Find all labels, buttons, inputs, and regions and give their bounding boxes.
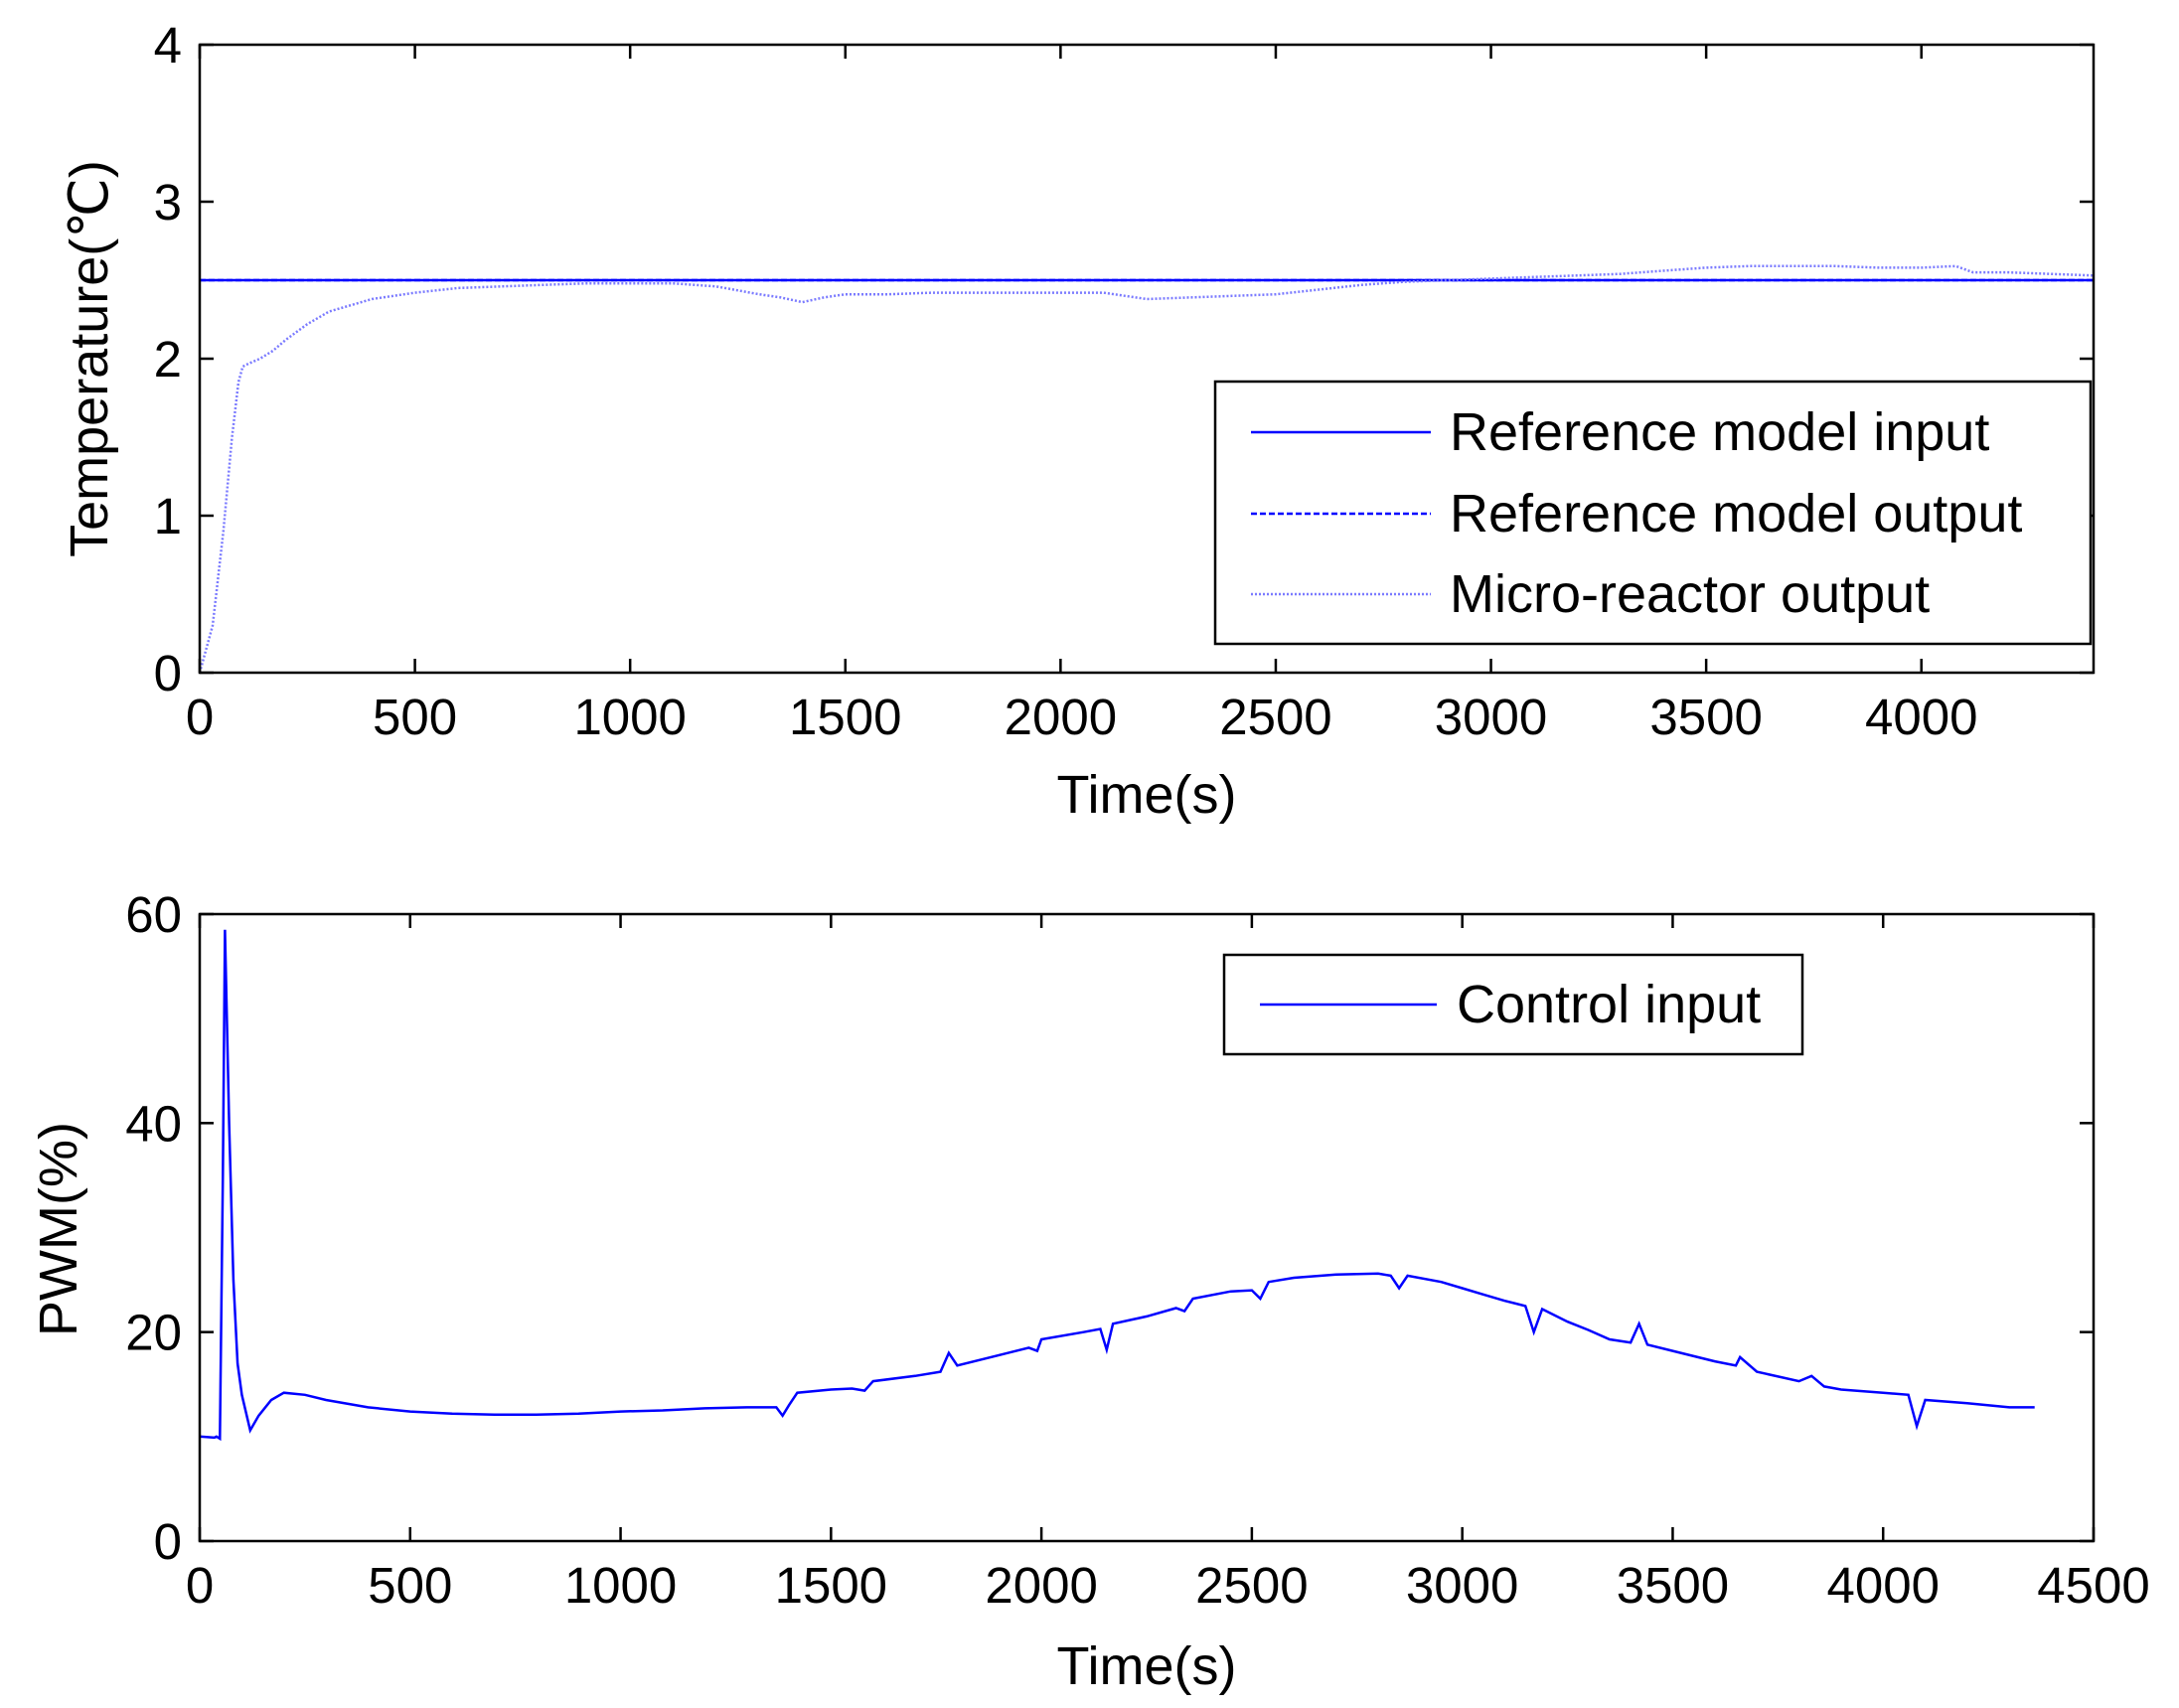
pwm-plot-frame	[198, 912, 2096, 1543]
pwm-y-axis-label: PWM(%)	[29, 1122, 88, 1336]
pwm-x-ticks: 0 500 1000 1500 2000 2500 3000 3500 4000 4500	[186, 914, 2150, 1614]
pwm-series-layer	[199, 929, 2035, 1442]
legend-label-micro-reactor-output: Micro-reactor output	[1450, 564, 1930, 624]
temperature-x-tick-label: 3000	[1435, 689, 1547, 745]
temperature-y-tick-label: 1	[154, 488, 182, 544]
temperature-x-tick-label: 1500	[789, 689, 901, 745]
pwm-x-tick-label: 3500	[1617, 1557, 1729, 1614]
temperature-x-tick-label: 2500	[1219, 689, 1331, 745]
temperature-x-tick-label: 3500	[1649, 689, 1762, 745]
pwm-x-tick-label: 0	[186, 1557, 214, 1614]
temperature-y-tick-label: 3	[154, 174, 182, 231]
pwm-y-tick-label: 20	[125, 1305, 182, 1361]
temperature-y-tick-label: 0	[154, 645, 182, 701]
legend-label-reference-input: Reference model input	[1450, 402, 1989, 462]
pwm-y-ticks: 0 20 40 60	[125, 886, 2094, 1570]
pwm-legend: Control input	[1222, 953, 1804, 1056]
pwm-x-tick-label: 500	[368, 1557, 452, 1614]
temperature-x-axis-label: Time(s)	[1057, 765, 1237, 825]
temperature-y-tick-label: 2	[154, 331, 182, 388]
legend-label-control-input: Control input	[1457, 975, 1761, 1034]
temperature-x-tick-label: 1000	[573, 689, 686, 745]
micro-reactor-output-line	[198, 264, 2095, 674]
temperature-legend: Reference model input Reference model ou…	[1213, 380, 2093, 646]
control-input-line	[199, 929, 2035, 1442]
temperature-series-layer	[198, 264, 2095, 674]
pwm-x-tick-label: 2500	[1195, 1557, 1308, 1614]
temperature-y-tick-label: 4	[154, 17, 182, 74]
temperature-x-tick-label: 4000	[1865, 689, 1977, 745]
pwm-y-tick-label: 60	[125, 886, 182, 943]
pwm-x-tick-label: 2000	[985, 1557, 1097, 1614]
legend-label-reference-output: Reference model output	[1450, 484, 2022, 543]
pwm-y-tick-label: 0	[154, 1513, 182, 1570]
temperature-x-tick-label: 2000	[1005, 689, 1117, 745]
pwm-x-tick-label: 4500	[2037, 1557, 2149, 1614]
pwm-x-tick-label: 4000	[1826, 1557, 1939, 1614]
temperature-y-ticks: 0 1 2 3 4	[154, 17, 2094, 701]
pwm-x-axis-label: Time(s)	[1057, 1636, 1237, 1696]
pwm-x-tick-label: 1000	[564, 1557, 677, 1614]
temperature-x-tick-label: 0	[186, 689, 214, 745]
pwm-x-tick-label: 3000	[1406, 1557, 1518, 1614]
temperature-x-ticks: 0 500 1000 1500 2000 2500 3000 3500 4000	[186, 45, 1977, 745]
pwm-x-tick-label: 1500	[775, 1557, 887, 1614]
temperature-y-axis-label: Temperature(℃)	[60, 160, 119, 557]
temperature-panel: 0 500 1000 1500 2000 2500 3000 3500 4000 0 1 2 3 4 T…	[60, 17, 2096, 825]
pwm-panel: 0 500 1000 1500 2000 2500 3000 3500 4000 4500 0 20…	[29, 886, 2150, 1696]
temperature-x-tick-label: 500	[373, 689, 457, 745]
pwm-y-tick-label: 40	[125, 1095, 182, 1152]
